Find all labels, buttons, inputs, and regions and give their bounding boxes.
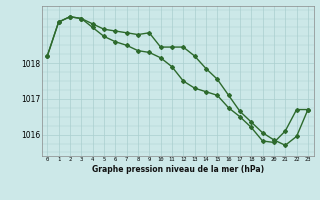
- X-axis label: Graphe pression niveau de la mer (hPa): Graphe pression niveau de la mer (hPa): [92, 165, 264, 174]
